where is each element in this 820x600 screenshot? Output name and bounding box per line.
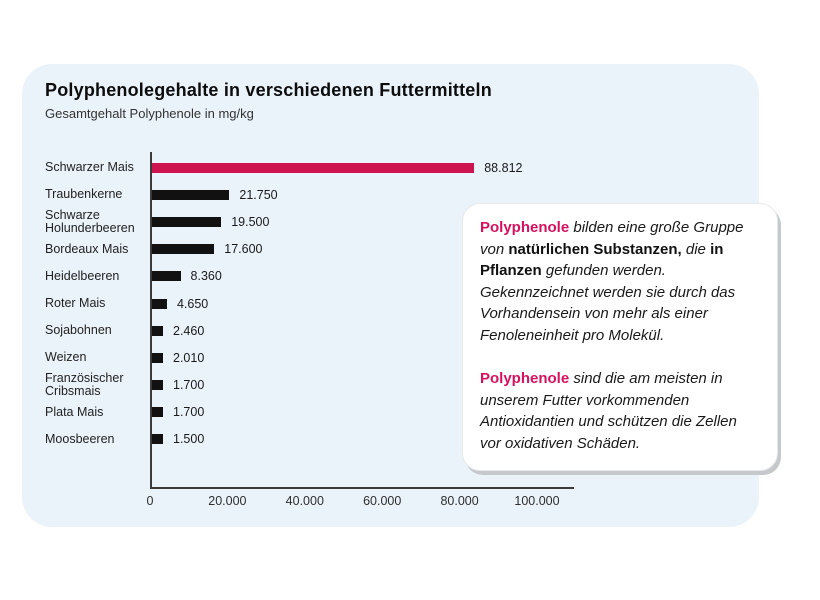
bar (150, 216, 222, 227)
bar-chart: Schwarzer Mais 88.812 Traubenkerne 21.750 Sc… (22, 64, 759, 527)
value-label: 1.700 (173, 378, 205, 393)
chart-row: Schwarze Holunderbeeren 19.500 (45, 208, 605, 235)
bar (150, 244, 215, 255)
bar (150, 407, 163, 418)
bar (150, 325, 163, 336)
category-label: Bordeaux Mais (45, 241, 129, 256)
y-axis-line (150, 152, 152, 487)
bar-area: 1.700 (150, 399, 605, 426)
bar-area: 2.460 (150, 317, 605, 344)
chart-row: Weizen 2.010 (45, 344, 605, 371)
page-title: Polyphenolegehalte in verschiedenen Futt… (45, 80, 492, 100)
bar-area: 8.360 (150, 263, 605, 290)
text-run: sind die am meisten in unserem Futter vo… (480, 370, 737, 452)
bar (150, 271, 181, 282)
bar (150, 434, 163, 445)
text-run: natürlichen Substanzen, (508, 240, 682, 258)
value-label: 4.650 (176, 296, 209, 311)
chart-rows: Schwarzer Mais 88.812 Traubenkerne 21.750 Sc… (45, 154, 605, 453)
bar-area: 1.700 (150, 372, 605, 399)
value-label: 21.750 (239, 187, 278, 202)
bar (150, 380, 163, 391)
bar (150, 298, 167, 309)
value-label: 8.360 (190, 269, 222, 284)
chart-row: Plata Mais 1.700 (45, 399, 605, 426)
polyphenol-infobox: Polyphenole bilden eine große Gruppe von… (462, 203, 778, 471)
chart-row: Schwarzer Mais 88.812 (45, 154, 605, 181)
chart-row: Roter Mais 4.650 (45, 290, 605, 317)
value-label: 2.010 (173, 350, 205, 365)
x-axis-ticks: 0 20.000 40.000 60.000 80.000 100.000 (146, 494, 580, 510)
x-tick-label: 80.000 (440, 494, 479, 508)
category-label: Heidelbeeren (45, 268, 120, 283)
chart-subtitle: Gesamtgehalt Polyphenole in mg/kg (45, 106, 254, 121)
x-tick-label: 40.000 (285, 494, 324, 508)
chart-row: Französischer Cribsmais 1.700 (45, 372, 605, 399)
x-tick-label: 0 (146, 494, 154, 508)
value-label: 1.700 (173, 405, 205, 420)
text-run: die (681, 240, 711, 258)
infobox-paragraph: Polyphenole sind die am meisten in unser… (480, 368, 759, 454)
value-label: 2.460 (173, 323, 205, 338)
chart-row: Bordeaux Mais 17.600 (45, 236, 605, 263)
bar (150, 189, 230, 200)
value-label: 1.500 (173, 432, 205, 447)
accent-term: Polyphenole (480, 219, 570, 236)
category-label: Moosbeeren (45, 431, 115, 446)
text-run: gefunden werden. Gekennzeichnet werden s… (480, 262, 736, 344)
x-tick-label: 20.000 (208, 494, 247, 508)
bar-area: 4.650 (150, 290, 605, 317)
bar-area: 21.750 (150, 181, 605, 208)
x-tick-label: 60.000 (363, 494, 402, 508)
value-label: 88.812 (484, 160, 523, 175)
bar-area: 19.500 (150, 208, 605, 235)
bar-area: 88.812 (150, 154, 605, 181)
bar-area: 2.010 (150, 344, 605, 371)
bar-area: 17.600 (150, 236, 605, 263)
category-label: Traubenkerne (45, 187, 123, 202)
x-tick-label: 100.000 (514, 494, 560, 508)
bar-area: 1.500 (150, 426, 605, 453)
category-label: Weizen (45, 350, 87, 365)
category-label: Schwarze Holunderbeeren (45, 207, 135, 235)
accent-term: Polyphenole (480, 370, 570, 387)
category-label: Sojabohnen (45, 323, 112, 338)
value-label: 17.600 (224, 242, 263, 257)
bar (150, 352, 163, 363)
text-run: bilden eine große Gruppe von (480, 219, 744, 258)
bar (150, 162, 475, 173)
value-label: 19.500 (231, 214, 270, 229)
infobox-paragraph: Polyphenole bilden eine große Gruppe von… (480, 217, 759, 346)
chart-row: Moosbeeren 1.500 (45, 426, 605, 453)
chart-row: Traubenkerne 21.750 (45, 181, 605, 208)
category-label: Französischer Cribsmais (45, 371, 124, 399)
x-axis-line (150, 487, 574, 489)
category-label: Schwarzer Mais (45, 160, 134, 175)
chart-row: Heidelbeeren 8.360 (45, 263, 605, 290)
chart-row: Sojabohnen 2.460 (45, 317, 605, 344)
text-run: in Pflanzen (480, 240, 724, 280)
category-label: Plata Mais (45, 404, 104, 419)
category-label: Roter Mais (45, 296, 106, 311)
